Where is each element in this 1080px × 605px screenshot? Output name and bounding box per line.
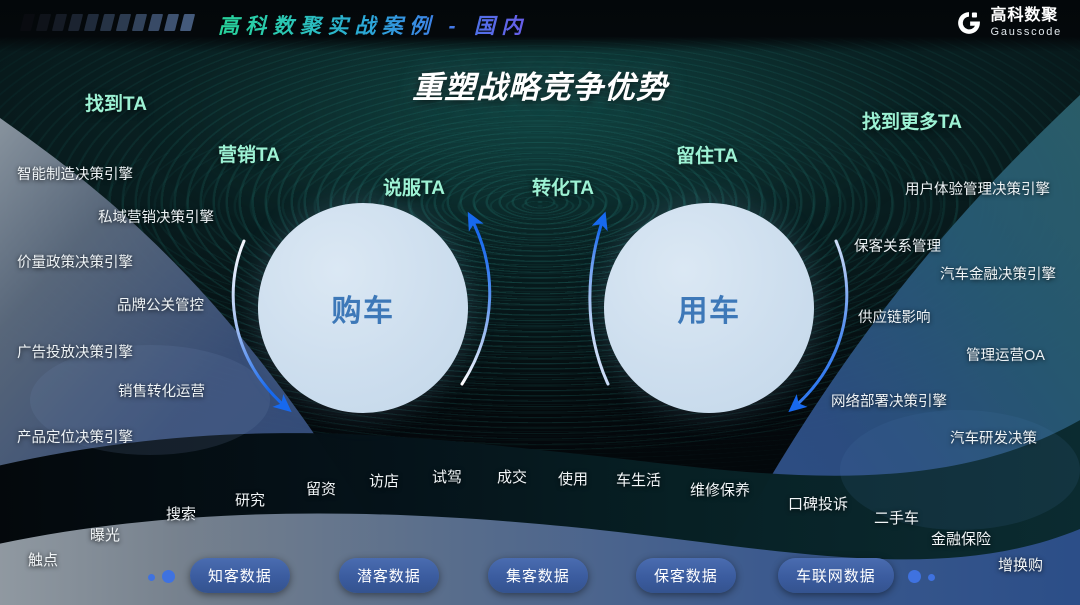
header-progress-bar bbox=[51, 14, 68, 31]
header-progress-bar bbox=[179, 14, 196, 31]
data-pill[interactable]: 集客数据 bbox=[488, 558, 588, 593]
ta-label: 营销TA bbox=[218, 145, 280, 166]
ta-label: 找到TA bbox=[85, 94, 147, 115]
engine-label-right: 网络部署决策引擎 bbox=[831, 394, 947, 410]
engine-label-right: 供应链影响 bbox=[858, 310, 931, 326]
journey-stage-label: 口碑投诉 bbox=[788, 496, 849, 513]
journey-stage-label: 成交 bbox=[497, 469, 528, 486]
decor-dot-large-left bbox=[162, 570, 175, 583]
header-progress-bar bbox=[147, 14, 164, 31]
journey-stage-label: 维修保养 bbox=[690, 482, 751, 499]
stage-circle-purchase-label: 购车 bbox=[331, 295, 395, 328]
ta-label: 转化TA bbox=[532, 178, 594, 199]
ta-label: 说服TA bbox=[383, 178, 445, 199]
engine-label-left: 智能制造决策引擎 bbox=[17, 167, 133, 183]
journey-stage-label: 金融保险 bbox=[931, 531, 992, 548]
journey-stage-label: 触点 bbox=[28, 552, 59, 569]
journey-stage-label: 增换购 bbox=[998, 557, 1044, 574]
header-progress-bar bbox=[163, 14, 180, 31]
page-title: 重塑战略竞争优势 bbox=[412, 70, 668, 105]
stage-circle-usage: 用车 bbox=[604, 203, 814, 413]
data-pill[interactable]: 潜客数据 bbox=[339, 558, 439, 593]
engine-label-right: 用户体验管理决策引擎 bbox=[905, 182, 1050, 198]
engine-label-right: 保客关系管理 bbox=[854, 239, 941, 255]
engine-label-left: 品牌公关管控 bbox=[117, 298, 204, 314]
header-progress-bar bbox=[131, 14, 148, 31]
stage-circle-purchase: 购车 bbox=[258, 203, 468, 413]
decor-dot-small-right bbox=[928, 574, 935, 581]
header-progress-bars bbox=[19, 14, 196, 31]
stage-circle-usage-label: 用车 bbox=[677, 295, 741, 328]
journey-stage-label: 研究 bbox=[235, 492, 266, 509]
header-progress-bar bbox=[35, 14, 52, 31]
engine-label-left: 销售转化运营 bbox=[118, 384, 205, 400]
journey-stage-label: 二手车 bbox=[874, 510, 920, 527]
data-pill[interactable]: 保客数据 bbox=[636, 558, 736, 593]
journey-stage-label: 试驾 bbox=[432, 469, 463, 486]
engine-label-left: 广告投放决策引擎 bbox=[17, 345, 133, 361]
header-progress-bar bbox=[115, 14, 132, 31]
header-progress-bar bbox=[67, 14, 84, 31]
gausscode-circle-mark bbox=[957, 12, 980, 34]
engine-label-left: 价量政策决策引擎 bbox=[17, 255, 133, 271]
journey-stage-label: 车生活 bbox=[616, 472, 662, 489]
header-progress-bar bbox=[19, 14, 36, 31]
decor-dot-large-right bbox=[908, 570, 921, 583]
ta-label: 找到更多TA bbox=[862, 112, 962, 133]
journey-stage-label: 留资 bbox=[306, 481, 337, 498]
engine-label-right: 汽车研发决策 bbox=[950, 431, 1037, 447]
engine-label-left: 私域营销决策引擎 bbox=[98, 210, 214, 226]
header-progress-bar bbox=[83, 14, 100, 31]
engine-label-left: 产品定位决策引擎 bbox=[17, 430, 133, 446]
journey-stage-label: 访店 bbox=[369, 473, 400, 490]
header-progress-bar bbox=[99, 14, 116, 31]
engine-label-right: 管理运营OA bbox=[966, 348, 1045, 364]
header-title: 高科数聚实战案例 - 国内 bbox=[218, 10, 529, 40]
data-pill[interactable]: 车联网数据 bbox=[778, 558, 894, 593]
ta-label: 留住TA bbox=[676, 146, 738, 167]
brand-logo: 高科数聚 Gausscode bbox=[956, 8, 1063, 38]
decor-dot-small-left bbox=[148, 574, 155, 581]
journey-stage-label: 曝光 bbox=[90, 527, 121, 544]
logo-text-en: Gausscode bbox=[990, 26, 1062, 38]
journey-stage-label: 使用 bbox=[558, 471, 589, 488]
logo-text-cn: 高科数聚 bbox=[990, 7, 1059, 24]
engine-label-right: 汽车金融决策引擎 bbox=[940, 267, 1056, 283]
journey-stage-label: 搜索 bbox=[166, 506, 197, 523]
data-pill[interactable]: 知客数据 bbox=[190, 558, 290, 593]
header-bar: 高科数聚实战案例 - 国内 高科数聚 Gausscode bbox=[0, 0, 1080, 52]
